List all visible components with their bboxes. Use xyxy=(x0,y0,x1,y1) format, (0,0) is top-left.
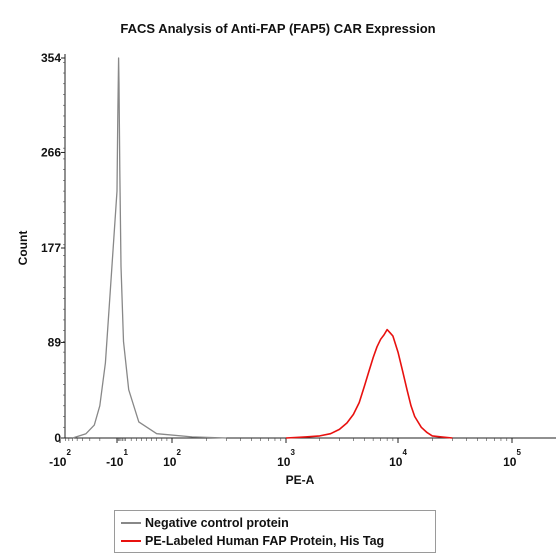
chart-legend: Negative control protein PE-Labeled Huma… xyxy=(114,510,436,553)
x-tick-label-4: 104 xyxy=(389,448,407,469)
facs-histogram-chart: FACS Analysis of Anti-FAP (FAP5) CAR Exp… xyxy=(16,21,556,487)
x-tick-label-1: -101 xyxy=(106,448,128,469)
x-tick-label-5: 105 xyxy=(503,448,521,469)
y-axis-label: Count xyxy=(16,231,30,266)
legend-item-fap-protein: PE-Labeled Human FAP Protein, His Tag xyxy=(121,532,429,550)
legend-label-negative-control: Negative control protein xyxy=(145,516,289,530)
legend-label-fap-protein: PE-Labeled Human FAP Protein, His Tag xyxy=(145,534,385,548)
x-tick-label-2: 102 xyxy=(163,448,181,469)
y-tick-label-0: 0 xyxy=(54,431,61,445)
legend-swatch-negative-control xyxy=(121,522,141,524)
x-tick-label-3: 103 xyxy=(277,448,295,469)
x-axis-label: PE-A xyxy=(286,473,315,487)
x-tick-label-0: -102 xyxy=(49,448,71,469)
y-tick-label-3: 266 xyxy=(41,145,61,159)
legend-item-negative-control: Negative control protein xyxy=(121,514,429,532)
legend-swatch-fap-protein xyxy=(121,540,141,542)
chart-title: FACS Analysis of Anti-FAP (FAP5) CAR Exp… xyxy=(120,21,435,36)
y-tick-label-4: 354 xyxy=(41,51,61,65)
series-line-fap-protein xyxy=(285,328,453,439)
y-tick-label-1: 89 xyxy=(48,335,62,349)
y-tick-label-2: 177 xyxy=(41,241,61,255)
series-line-negative-control xyxy=(72,57,227,439)
